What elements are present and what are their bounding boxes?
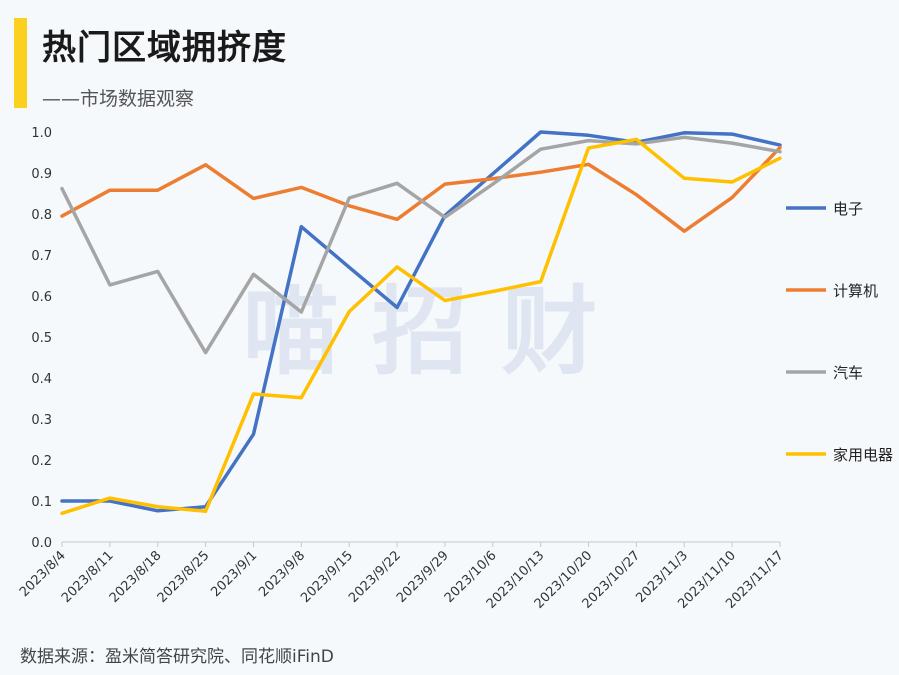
y-tick-label: 0.6 bbox=[31, 290, 52, 305]
legend-label: 家用电器 bbox=[833, 446, 893, 464]
y-tick-label: 0.0 bbox=[31, 536, 52, 551]
series-line-4 bbox=[60, 137, 782, 516]
data-source-note: 数据来源：盈米简答研究院、同花顺iFinD bbox=[20, 647, 334, 667]
series-line-2 bbox=[60, 145, 782, 233]
y-tick-label: 0.5 bbox=[31, 331, 52, 346]
y-tick-label: 0.1 bbox=[31, 495, 52, 510]
legend-label: 电子 bbox=[833, 200, 863, 218]
y-tick-label: 0.8 bbox=[31, 208, 52, 223]
y-tick-label: 0.3 bbox=[31, 413, 52, 428]
title-accent-bar bbox=[14, 18, 27, 108]
y-tick-label: 0.2 bbox=[31, 454, 52, 469]
chart-subtitle: ——市场数据观察 bbox=[42, 88, 195, 110]
watermark: 喵 招 财 bbox=[243, 276, 598, 388]
x-tick-label: 2023/9/1 bbox=[208, 548, 260, 600]
y-tick-label: 0.4 bbox=[31, 372, 52, 387]
x-tick-label: 2023/8/25 bbox=[155, 548, 213, 606]
chart-title: 热门区域拥挤度 bbox=[42, 28, 287, 68]
y-tick-label: 0.7 bbox=[31, 249, 52, 264]
legend-label: 汽车 bbox=[833, 364, 863, 382]
y-tick-label: 1.0 bbox=[31, 126, 52, 141]
legend-label: 计算机 bbox=[833, 282, 878, 300]
y-tick-label: 0.9 bbox=[31, 167, 52, 182]
series-line-3 bbox=[60, 135, 782, 355]
